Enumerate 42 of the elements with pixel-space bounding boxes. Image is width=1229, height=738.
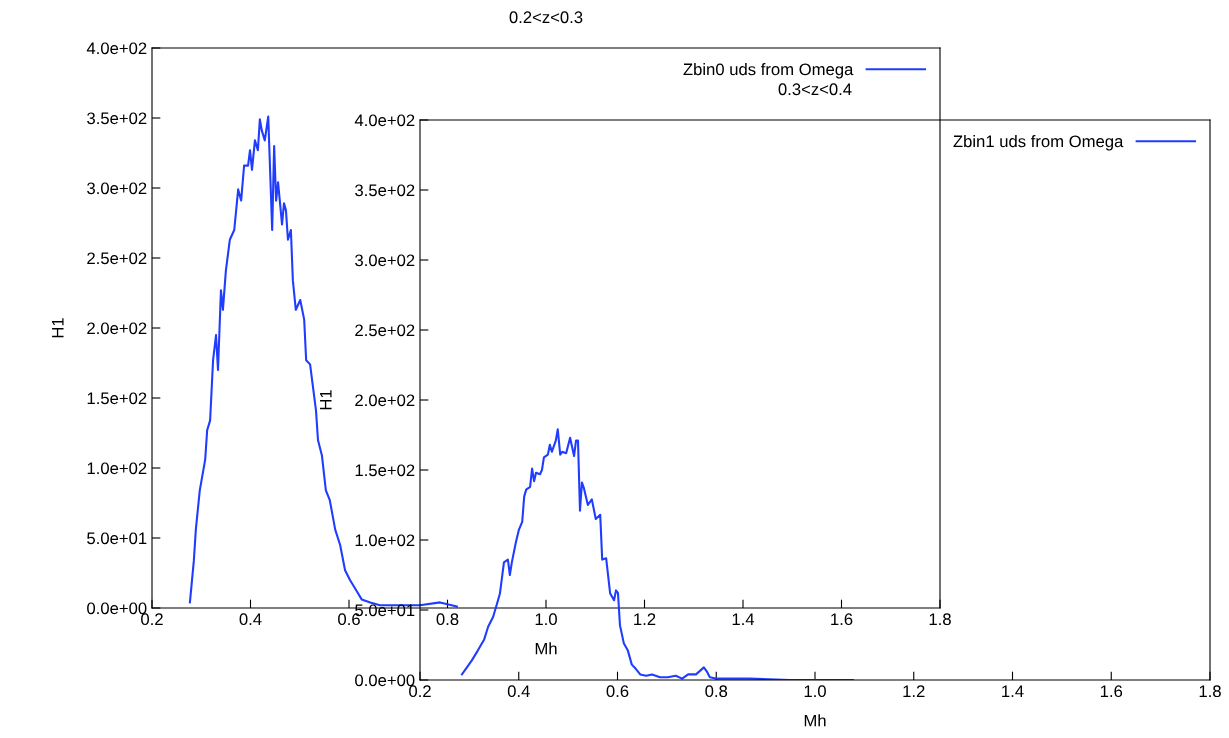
x-axis-title: Mh (535, 642, 557, 655)
x-tick-label: 1.2 (903, 685, 925, 697)
y-tick-label: 3.5e+02 (355, 184, 415, 197)
x-tick-label: 1.6 (831, 613, 853, 626)
x-tick-label: 0.2 (409, 685, 431, 698)
y-tick-label: 4.0e+02 (354, 114, 415, 127)
x-tick-label: 1.6 (1100, 685, 1123, 698)
chart-title: 0.2<z<0.3 (509, 11, 583, 24)
x-axis-title: Mh (804, 714, 826, 727)
x-tick-label: 0.6 (606, 685, 629, 698)
x-tick-label: 0.8 (436, 613, 459, 626)
chart-title: 0.3<z<0.4 (778, 83, 852, 96)
x-tick-label: 1.4 (732, 613, 755, 625)
x-tick-label: 0.4 (507, 685, 530, 698)
y-tick-label: 2.0e+02 (87, 322, 147, 335)
y-tick-label: 1.0e+02 (87, 462, 147, 475)
y-tick-label: 1.0e+02 (355, 534, 415, 547)
y-tick-label: 3.0e+02 (87, 182, 147, 195)
x-tick-label: 1.8 (1199, 685, 1221, 698)
x-tick-label: 1.0 (804, 685, 826, 698)
x-tick-label: 0.4 (239, 613, 262, 626)
y-tick-label: 2.0e+02 (355, 394, 415, 407)
x-tick-label: 1.8 (929, 613, 951, 626)
y-tick-label: 4.0e+02 (86, 42, 147, 55)
x-tick-label: 1.2 (634, 613, 656, 625)
y-tick-label: 2.5e+02 (87, 252, 147, 265)
x-tick-label: 0.8 (705, 685, 728, 698)
y-axis-title: H1 (320, 390, 332, 410)
y-tick-label: 2.5e+02 (355, 324, 415, 337)
x-tick-label: 1.4 (1002, 685, 1024, 697)
y-tick-label: 1.5e+02 (87, 392, 147, 405)
y-tick-label: 0.0e+00 (87, 602, 147, 615)
y-axis-title: H1 (52, 318, 64, 338)
y-tick-label: 1.5e+02 (355, 464, 415, 477)
legend-label: Zbin0 uds from Omega (683, 63, 854, 79)
legend-label: Zbin1 uds from Omega (953, 135, 1124, 151)
x-tick-label: 1.0 (535, 613, 557, 626)
x-tick-label: 0.2 (141, 613, 163, 626)
y-tick-label: 0.0e+00 (355, 674, 415, 687)
y-tick-label: 5.0e+01 (87, 532, 147, 545)
y-tick-label: 3.5e+02 (87, 112, 147, 125)
y-tick-label: 3.0e+02 (355, 254, 415, 267)
